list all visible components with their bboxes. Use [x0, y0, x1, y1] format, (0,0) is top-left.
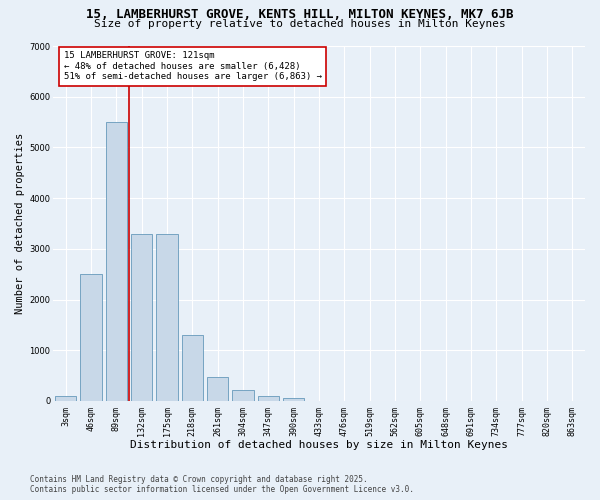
Bar [131, 234, 152, 401]
Text: Size of property relative to detached houses in Milton Keynes: Size of property relative to detached ho… [94, 19, 506, 29]
Bar [106, 122, 127, 401]
Bar [232, 390, 254, 401]
Bar [257, 396, 279, 401]
Text: Contains HM Land Registry data © Crown copyright and database right 2025.
Contai: Contains HM Land Registry data © Crown c… [30, 474, 414, 494]
Bar [182, 335, 203, 401]
Bar [55, 396, 76, 401]
Text: 15, LAMBERHURST GROVE, KENTS HILL, MILTON KEYNES, MK7 6JB: 15, LAMBERHURST GROVE, KENTS HILL, MILTO… [86, 8, 514, 20]
Text: 15 LAMBERHURST GROVE: 121sqm
← 48% of detached houses are smaller (6,428)
51% of: 15 LAMBERHURST GROVE: 121sqm ← 48% of de… [64, 52, 322, 81]
Bar [207, 376, 229, 401]
X-axis label: Distribution of detached houses by size in Milton Keynes: Distribution of detached houses by size … [130, 440, 508, 450]
Bar [80, 274, 102, 401]
Y-axis label: Number of detached properties: Number of detached properties [15, 133, 25, 314]
Bar [156, 234, 178, 401]
Bar [283, 398, 304, 401]
